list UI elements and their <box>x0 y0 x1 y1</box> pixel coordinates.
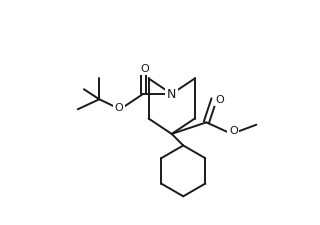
Text: O: O <box>216 95 225 105</box>
Text: O: O <box>114 103 123 112</box>
Text: O: O <box>229 126 238 135</box>
Text: N: N <box>167 88 176 101</box>
Text: O: O <box>140 64 149 74</box>
